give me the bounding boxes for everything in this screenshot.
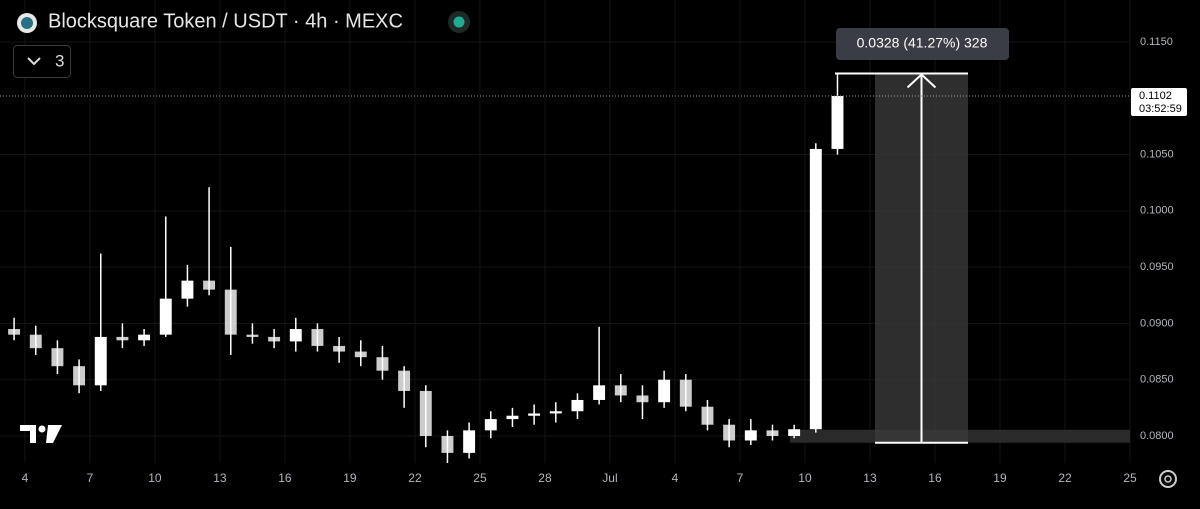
candle-body	[831, 96, 844, 149]
y-tick-label: 0.1050	[1140, 148, 1174, 160]
candle-body	[809, 148, 822, 430]
candle-body	[268, 336, 281, 342]
measure-label: 0.0328 (41.27%) 328	[857, 35, 988, 51]
candle-body	[159, 298, 172, 335]
measure-tooltip	[836, 28, 1009, 60]
indicator-count: 3	[55, 51, 64, 70]
candle-body	[51, 348, 64, 367]
y-tick-label: 0.1150	[1140, 36, 1173, 48]
x-tick-label: 22	[1058, 471, 1072, 485]
candle-body	[203, 280, 216, 290]
x-tick-label: 16	[278, 471, 292, 485]
candle-body	[788, 429, 801, 436]
candle-body	[73, 366, 86, 386]
x-tick-label: 13	[863, 471, 877, 485]
candle-body	[766, 430, 779, 436]
candle-body	[679, 379, 692, 407]
candle-body	[246, 334, 259, 337]
x-tick-label: 13	[213, 471, 227, 485]
candle-body	[398, 370, 411, 391]
x-tick-label: 7	[87, 471, 94, 485]
x-tick-label: 16	[928, 471, 942, 485]
settings-button[interactable]	[1159, 470, 1177, 488]
candle-body	[723, 424, 736, 441]
candle-body	[419, 390, 432, 436]
candle-body	[8, 329, 21, 335]
x-tick-label: 19	[343, 471, 357, 485]
indicator-toggle[interactable]: 3	[13, 45, 71, 78]
y-tick-label: 0.0850	[1140, 374, 1174, 386]
tradingview-logo	[20, 425, 62, 443]
y-tick-label: 0.1000	[1140, 205, 1174, 217]
candle-body	[636, 395, 649, 403]
x-tick-label: 25	[473, 471, 487, 485]
candle-body	[376, 357, 389, 371]
price-label-box	[1131, 88, 1187, 117]
candle-body	[463, 430, 476, 453]
candle-body	[484, 419, 497, 431]
candle-body	[441, 435, 454, 453]
candle-body	[593, 385, 606, 400]
y-tick-label: 0.0800	[1140, 430, 1174, 442]
candle-body	[571, 399, 584, 412]
candle-body	[29, 334, 42, 349]
measure-arrow-head	[906, 73, 937, 89]
plot	[8, 72, 1130, 463]
x-tick-label: 22	[408, 471, 422, 485]
y-tick-label: 0.0950	[1140, 261, 1174, 273]
x-tick-label: 7	[737, 471, 744, 485]
candle-body	[94, 336, 107, 386]
candle-body	[138, 334, 151, 341]
candle-body	[549, 411, 562, 414]
candle-body	[116, 336, 129, 341]
candle-body	[528, 413, 541, 416]
candle-body	[181, 280, 194, 299]
candle-body	[224, 289, 237, 335]
x-tick-label: 19	[993, 471, 1007, 485]
x-tick-label: 25	[1123, 471, 1137, 485]
countdown-label: 03:52:59	[1139, 103, 1182, 115]
y-tick-label: 0.0900	[1140, 317, 1174, 329]
candle-body	[614, 385, 627, 396]
candle-body	[289, 329, 302, 342]
symbol-icon	[17, 13, 37, 33]
x-tick-label: 4	[672, 471, 679, 485]
candle-body	[506, 415, 519, 420]
candle-body	[354, 351, 367, 358]
x-tick-label: 28	[538, 471, 552, 485]
chart-title: Blocksquare Token / USDT · 4h · MEXC	[48, 10, 403, 32]
status-dot	[448, 11, 470, 33]
x-tick-label: 10	[798, 471, 812, 485]
x-tick-label: 10	[148, 471, 162, 485]
candle-body	[658, 379, 671, 403]
candle-body	[744, 430, 757, 441]
candle-body	[333, 345, 346, 352]
candle-body	[701, 406, 714, 425]
price-label: 0.1102	[1139, 90, 1172, 102]
x-tick-label: Jul	[602, 471, 617, 485]
candle-body	[311, 329, 324, 346]
x-tick-label: 4	[22, 471, 29, 485]
